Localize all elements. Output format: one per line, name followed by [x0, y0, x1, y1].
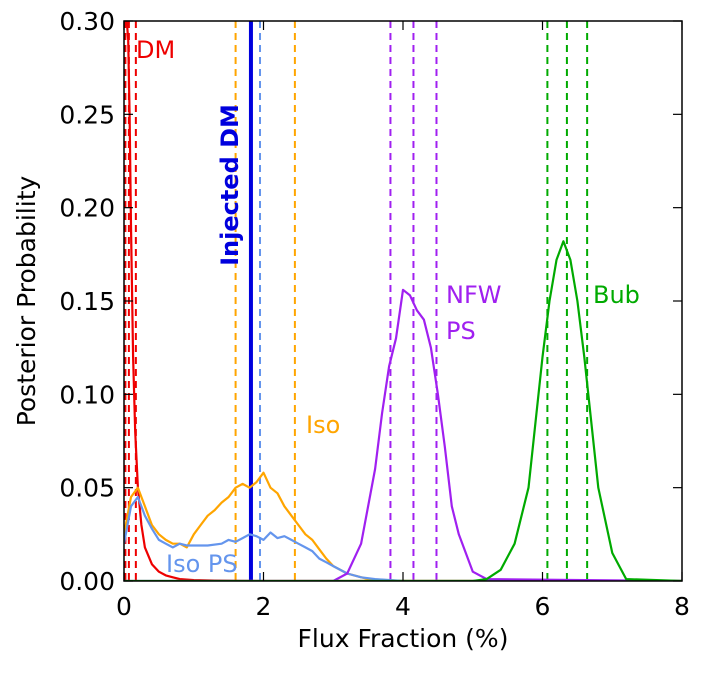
y-tick-label: 0.05	[59, 474, 115, 503]
axis-ticks: 0 2 4 6 8 0.00 0.05 0.10 0.15 0.20 0.25 0.30	[59, 7, 690, 621]
series-label-bub: Bub	[593, 281, 640, 309]
y-tick-label: 0.30	[59, 7, 115, 36]
series-label-iso-ps: Iso PS	[166, 550, 238, 578]
series-label-nfw-ps-line-2: PS	[446, 317, 476, 345]
y-tick-label: 0.20	[59, 194, 115, 223]
curve-nfw-ps	[124, 288, 682, 581]
curve-iso	[124, 471, 682, 581]
series-label-iso: Iso	[306, 411, 340, 439]
injected-dm-label: Injected DM	[216, 104, 244, 266]
y-axis-label: Posterior Probability	[12, 176, 41, 427]
x-tick-label: 4	[395, 592, 411, 621]
curve-bub	[124, 240, 682, 581]
x-tick-label: 2	[256, 592, 272, 621]
curve-iso-ps	[124, 495, 682, 581]
posterior-curves	[124, 21, 682, 581]
y-tick-label: 0.10	[59, 380, 115, 409]
plot-background	[124, 21, 682, 581]
x-axis-label: Flux Fraction (%)	[298, 624, 509, 653]
y-tick-label: 0.00	[59, 567, 115, 596]
x-tick-label: 8	[674, 592, 690, 621]
series-labels: DM Iso Iso PS NFW PS Bub Injected DM	[136, 36, 640, 578]
series-label-nfw-ps-line-1: NFW	[446, 281, 502, 309]
x-tick-label: 6	[535, 592, 551, 621]
series-label-dm: DM	[136, 36, 175, 64]
x-tick-label: 0	[116, 592, 132, 621]
y-tick-label: 0.25	[59, 100, 115, 129]
y-tick-label: 0.15	[59, 287, 115, 316]
